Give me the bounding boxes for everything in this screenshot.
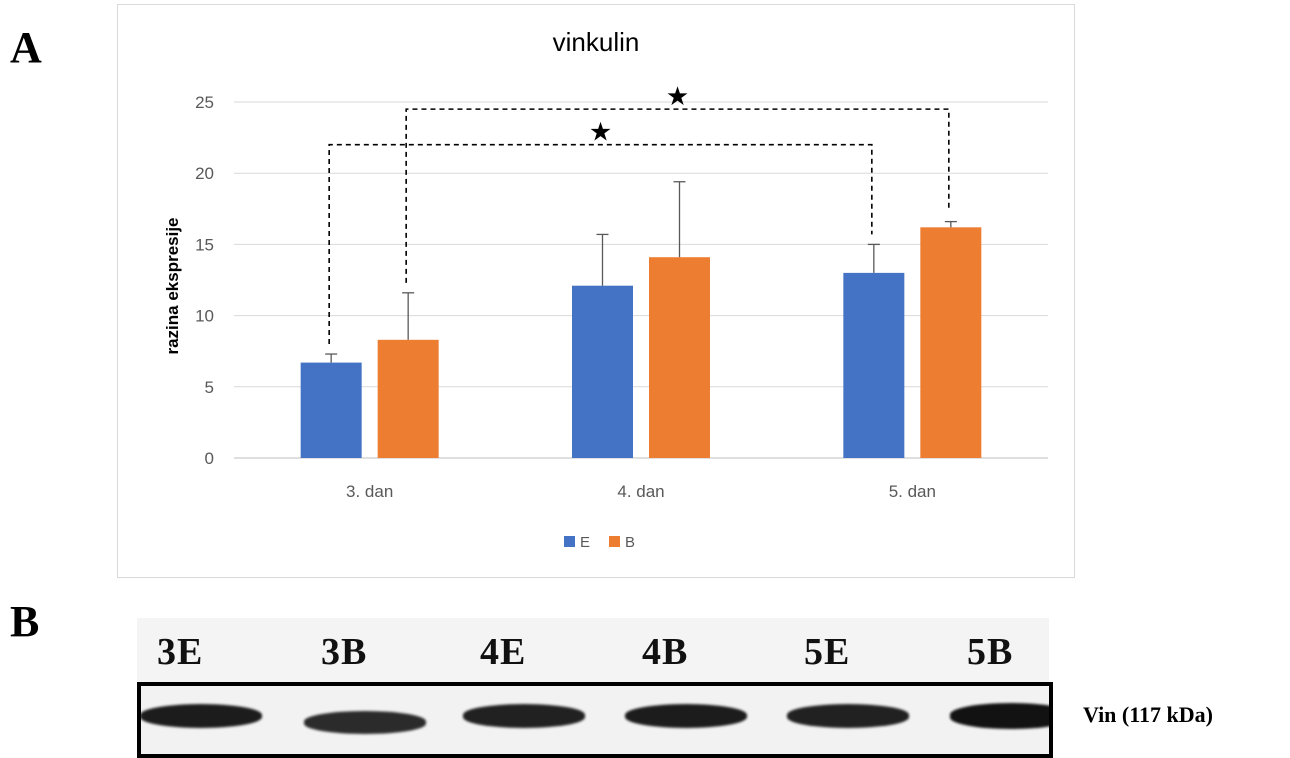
bar-e	[843, 272, 905, 458]
bar-chart-panel: vinkulin 0 5 10 15 20 25 razina ekspresije 3. da…	[117, 4, 1075, 578]
bar-b	[377, 339, 439, 458]
protein-band	[950, 703, 1049, 729]
protein-band	[625, 703, 747, 729]
bar-e	[572, 285, 633, 458]
y-tick-label: 15	[195, 235, 214, 254]
protein-label: Vin (117 kDa)	[1083, 702, 1213, 727]
protein-band	[304, 710, 426, 734]
protein-band	[463, 704, 585, 728]
protein-band	[787, 704, 909, 728]
protein-band	[141, 703, 262, 729]
western-blot-lane-header: 3E 3B 4E 4B 5E 5B	[137, 618, 1049, 682]
bar-b	[649, 257, 710, 458]
lane-label: 5B	[967, 631, 1014, 673]
y-tick-label: 0	[205, 449, 214, 468]
y-tick-label: 20	[195, 164, 214, 183]
lane-label: 3B	[321, 631, 368, 673]
panel-label-a: A	[10, 23, 42, 72]
panel-label-b: B	[10, 597, 40, 646]
lane-label: 5E	[804, 631, 851, 673]
western-blot-membrane	[137, 682, 1053, 758]
significance-bracket	[405, 108, 950, 283]
x-tick-label: 5. dan	[889, 482, 936, 501]
bar-e	[300, 362, 362, 458]
x-tick-label: 3. dan	[346, 482, 393, 501]
chart-title: vinkulin	[553, 27, 640, 57]
lane-label: 4B	[642, 631, 689, 673]
significance-bracket	[328, 143, 873, 345]
legend-label-b: B	[625, 534, 635, 551]
significance-star: ★	[666, 82, 689, 112]
bar-b	[920, 227, 982, 458]
y-tick-label: 25	[195, 93, 214, 112]
y-tick-label: 5	[205, 378, 214, 397]
significance-star: ★	[589, 118, 612, 148]
legend-swatch-b	[609, 536, 620, 547]
y-tick-label: 10	[195, 307, 214, 326]
y-axis-label: razina ekspresije	[163, 217, 182, 354]
lane-label: 4E	[480, 631, 527, 673]
legend-label-e: E	[580, 534, 590, 551]
legend-swatch-e	[564, 536, 575, 547]
x-tick-label: 4. dan	[617, 482, 664, 501]
bar-chart: vinkulin 0 5 10 15 20 25 razina ekspresije 3. da…	[163, 27, 1048, 551]
lane-label: 3E	[157, 631, 204, 673]
